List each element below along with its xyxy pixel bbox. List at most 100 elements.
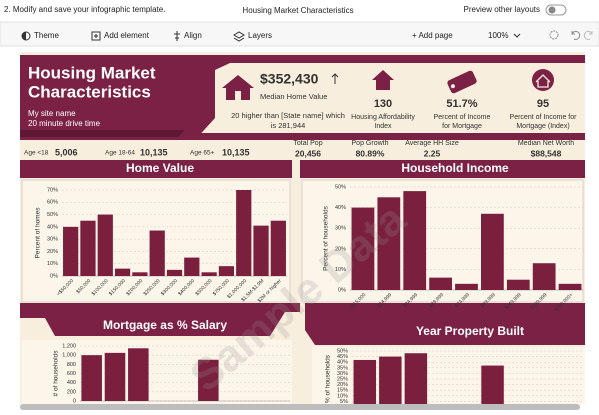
tag-icon <box>447 70 477 94</box>
y-tick-label: 5% <box>340 399 348 405</box>
money-house-icon <box>532 69 554 91</box>
kpi-label: Index <box>374 123 392 130</box>
kpi-value: 130 <box>374 98 392 110</box>
y-tick-label: 45% <box>337 354 348 360</box>
y-tick-label: 50% <box>47 212 58 218</box>
toolbar <box>0 21 599 47</box>
toolbar-button[interactable]: Theme <box>34 31 59 40</box>
bar <box>80 220 96 276</box>
y-tick-label: 50% <box>335 184 346 190</box>
toolbar-button[interactable]: Add element <box>104 31 150 40</box>
bar <box>270 220 286 276</box>
home-icon-door <box>235 91 241 100</box>
bar <box>184 257 200 276</box>
settings-icon[interactable] <box>549 30 559 40</box>
y-tick-label: 20% <box>47 249 58 255</box>
kpi-label: for Mortgage <box>442 123 482 130</box>
bar <box>403 191 427 290</box>
y-tick-label: 60% <box>47 200 58 206</box>
stat-label: Total Pop <box>293 140 322 147</box>
bar <box>377 197 401 290</box>
kpi-label: Percent of Income <box>434 114 491 121</box>
chart-title: Mortgage as % Salary <box>103 318 227 332</box>
tag-hole <box>450 84 455 89</box>
chart-title: Year Property Built <box>416 324 524 338</box>
theme-icon-half <box>22 32 26 40</box>
chart-panel <box>22 340 292 404</box>
bar <box>506 279 530 290</box>
y-tick-label: 400 <box>67 380 76 386</box>
step-text: 2. Modify and save your infographic temp… <box>4 5 165 14</box>
bar <box>201 272 217 276</box>
y-tick-label: 600 <box>67 371 76 377</box>
stat-label: Age 65+ <box>190 150 215 157</box>
y-axis-label: # of households <box>53 350 60 397</box>
bar <box>455 283 478 290</box>
bar <box>404 353 428 404</box>
align-icon <box>174 31 180 41</box>
bar <box>104 352 126 401</box>
top-bar <box>0 0 599 22</box>
stat-label: Median Net Worth <box>518 140 574 147</box>
scrollbar[interactable] <box>20 404 580 410</box>
kpi-label: Housing Affordability <box>351 114 415 121</box>
bar <box>81 355 102 401</box>
bar <box>198 359 219 401</box>
y-tick-label: 10% <box>337 393 348 399</box>
toolbar-button[interactable]: + Add page <box>412 31 453 40</box>
stat-value: 20,456 <box>295 148 321 158</box>
y-tick-label: 30% <box>335 226 346 232</box>
y-tick-label: 20% <box>337 382 348 388</box>
up-arrow <box>331 73 339 84</box>
zoom-level[interactable]: 100% <box>488 31 508 40</box>
y-tick-label: 15% <box>337 388 348 394</box>
bar <box>128 348 149 401</box>
title-bar <box>20 160 292 178</box>
y-tick-label: 0% <box>50 273 58 279</box>
stat-value: 10,135 <box>222 147 250 157</box>
y-axis-label: % of households <box>325 354 332 403</box>
zoom-chevron[interactable] <box>513 33 521 38</box>
chart-title: Home Value <box>126 161 194 175</box>
affordability-icon <box>372 70 394 90</box>
redo-icon[interactable] <box>583 30 593 40</box>
bar <box>253 225 269 276</box>
stat-value: 5,006 <box>55 147 78 157</box>
toolbar-button[interactable]: Align <box>184 31 202 40</box>
y-tick-label: 200 <box>67 389 76 395</box>
kpi-value: 51.7% <box>446 98 477 110</box>
stat-label: Age <18 <box>24 150 49 157</box>
y-tick-label: 30% <box>47 237 58 243</box>
y-tick-label: 35% <box>337 365 348 371</box>
y-axis-label: Percent of households <box>323 205 330 270</box>
bar <box>532 263 556 290</box>
bar <box>429 277 453 290</box>
y-axis-label: Percent of homes <box>35 207 42 259</box>
y-tick-label: 50% <box>337 348 348 354</box>
toolbar-button[interactable]: Layers <box>248 31 272 40</box>
median-label: Median Home Value <box>260 92 327 101</box>
bar <box>114 268 131 276</box>
drive-time: 20 minute drive time <box>28 119 101 128</box>
bar <box>481 365 504 404</box>
y-tick-label: 20% <box>335 246 346 252</box>
y-tick-label: 40% <box>337 360 348 366</box>
y-tick-label: 1,200 <box>62 343 76 349</box>
bar <box>379 356 402 404</box>
undo-icon[interactable] <box>571 30 581 40</box>
title-bar <box>300 160 585 178</box>
add-element-plus <box>94 34 98 38</box>
y-tick-label: 25% <box>337 376 348 382</box>
y-tick-label: 70% <box>47 187 58 193</box>
y-tick-label: 800 <box>67 362 76 368</box>
comparison-text: is 281,944 <box>271 121 306 130</box>
preview-label[interactable]: Preview other layouts <box>464 5 540 14</box>
header-strip <box>175 133 585 140</box>
kpi-label: Mortgage (Index) <box>516 123 569 130</box>
bar <box>63 226 79 276</box>
tag-shape <box>447 70 477 94</box>
y-tick-label: 10% <box>47 261 58 267</box>
median-value: $352,430 <box>260 71 319 87</box>
chart-title: Household Income <box>401 161 509 175</box>
